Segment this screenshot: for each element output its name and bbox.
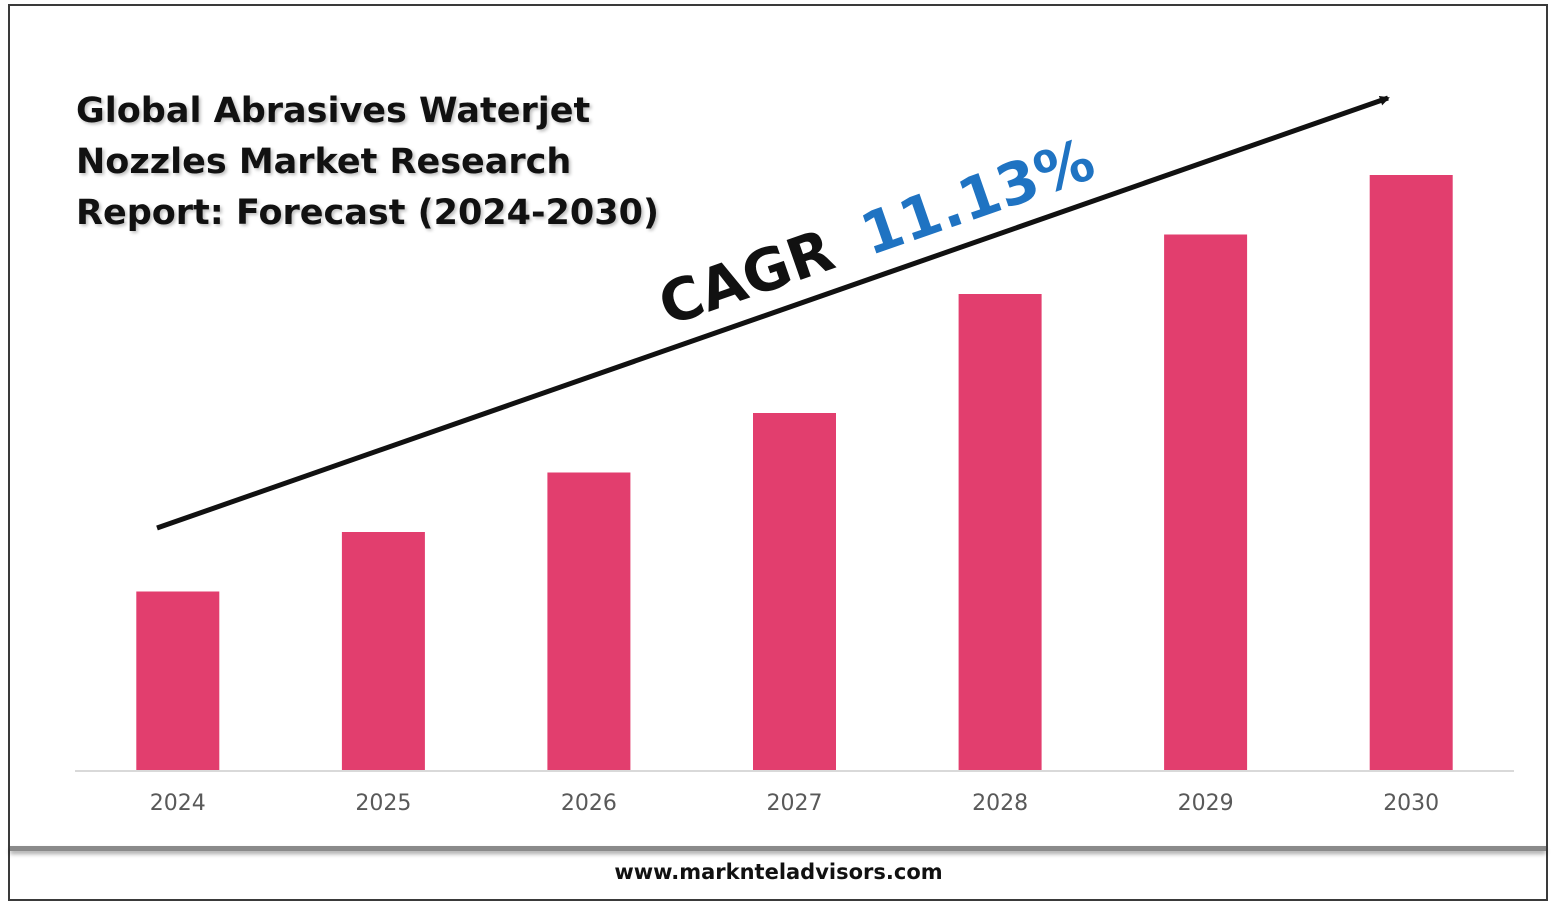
bar-2029 [1164, 234, 1248, 770]
x-tick-label-2030: 2030 [1383, 791, 1439, 816]
trend-arrow [156, 95, 1390, 531]
title-line-3: Report: Forecast (2024-2030) [76, 193, 659, 233]
x-tick-label-2026: 2026 [561, 791, 617, 816]
bar-2030 [1369, 175, 1453, 770]
x-axis-labels: 2024 2025 2026 2027 2028 2029 2030 [150, 791, 1439, 816]
bar-2025 [341, 532, 425, 770]
footer-divider [10, 846, 1546, 851]
footer-website: www.marknteladvisors.com [614, 860, 943, 884]
chart-title: Global Abrasives Waterjet Nozzles Market… [76, 86, 696, 239]
x-tick-label-2029: 2029 [1178, 791, 1234, 816]
x-tick-label-2027: 2027 [767, 791, 823, 816]
bars-group [136, 175, 1453, 770]
cagr-value: 11.13% [852, 125, 1103, 269]
x-tick-label-2028: 2028 [972, 791, 1028, 816]
x-tick-label-2024: 2024 [150, 791, 206, 816]
bar-2024 [136, 591, 220, 770]
bar-2027 [753, 413, 836, 770]
x-tick-label-2025: 2025 [355, 791, 411, 816]
title-line-1: Global Abrasives Waterjet [76, 91, 591, 131]
bar-2026 [547, 472, 631, 770]
title-line-2: Nozzles Market Research [76, 142, 572, 182]
bar-2028 [958, 294, 1042, 770]
